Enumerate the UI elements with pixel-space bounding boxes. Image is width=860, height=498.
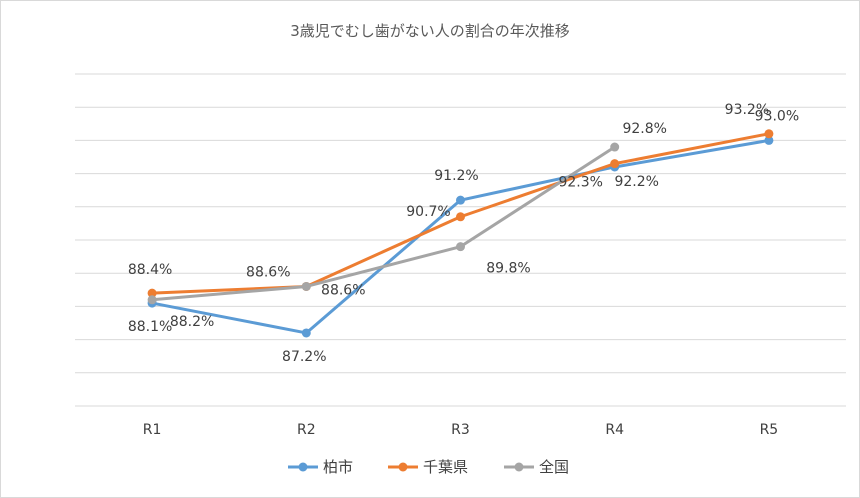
- x-tick-label: R4: [605, 422, 624, 438]
- x-axis: R1 R2 R3 R4 R5: [143, 422, 778, 438]
- data-label: 88.6%: [246, 264, 290, 280]
- x-tick-label: R5: [760, 422, 779, 438]
- data-label: 92.3%: [558, 175, 602, 191]
- legend-marker: [398, 462, 408, 472]
- data-label: 92.2%: [614, 174, 658, 190]
- data-label: 92.8%: [622, 121, 666, 137]
- data-label: 89.8%: [486, 261, 530, 277]
- legend-label: 千葉県: [423, 458, 468, 476]
- data-label: 91.2%: [434, 168, 478, 184]
- data-point: [764, 135, 774, 145]
- legend: 柏市 千葉県 全国: [288, 458, 569, 476]
- legend-marker: [298, 462, 308, 472]
- legend-marker: [514, 462, 524, 472]
- data-point: [610, 159, 620, 169]
- data-label: 87.2%: [282, 349, 326, 365]
- legend-label: 全国: [539, 458, 569, 476]
- data-point: [147, 288, 157, 298]
- data-labels: 88.1% 87.2% 91.2% 92.2% 93.0% 88.4% 88.6% 90.7%…: [128, 102, 799, 365]
- data-point: [456, 242, 465, 252]
- series-line-2: [151, 145, 616, 302]
- data-label: 93.2%: [725, 102, 769, 118]
- data-point: [456, 195, 465, 205]
- data-point: [301, 328, 311, 338]
- gridlines: [75, 73, 846, 407]
- data-point: [456, 212, 465, 222]
- data-point: [301, 281, 311, 291]
- x-tick-label: R2: [297, 422, 316, 438]
- data-point: [610, 142, 620, 152]
- x-tick-label: R1: [143, 422, 162, 438]
- data-label: 93.0%: [755, 108, 799, 124]
- series-layer: [147, 129, 774, 338]
- data-point: [147, 295, 157, 305]
- data-label: 88.1%: [128, 319, 172, 335]
- chart-title: 3歳児でむし歯がない人の割合の年次推移: [290, 22, 570, 40]
- legend-label: 柏市: [323, 458, 353, 476]
- data-label: 88.4%: [128, 262, 172, 278]
- data-label: 88.6%: [321, 282, 365, 298]
- data-label: 90.7%: [406, 204, 450, 220]
- data-point: [764, 129, 774, 139]
- data-label: 88.2%: [170, 314, 214, 330]
- x-tick-label: R3: [451, 422, 470, 438]
